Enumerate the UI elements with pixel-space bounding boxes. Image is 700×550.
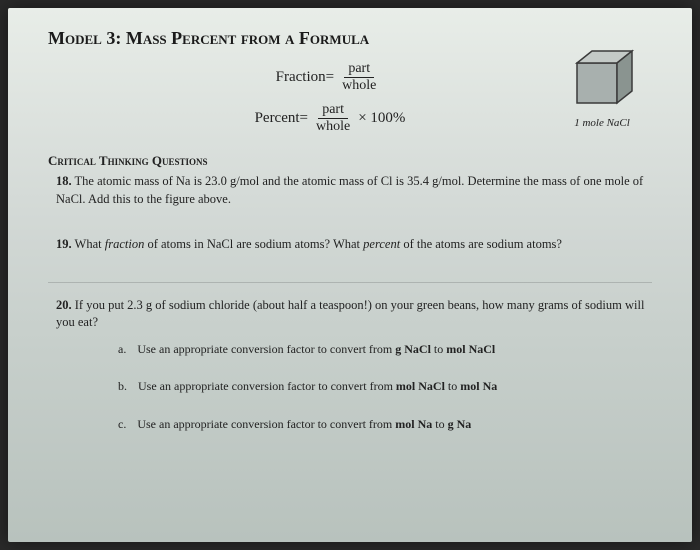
fraction-formula: Fraction= part whole [276,61,385,94]
worksheet-page: Model 3: Mass Percent from a Formula Fra… [8,8,692,542]
q19-post: of the atoms are sodium atoms? [400,237,562,251]
percent-label: Percent= [255,110,308,127]
q19-number: 19. [56,237,72,251]
q20b-mid: to [445,379,460,393]
q20a-b2: mol NaCl [446,342,495,356]
fraction-num: part [344,61,374,78]
cube-label: 1 mole NaCl [574,117,630,129]
q19-percent-word: percent [363,237,400,251]
percent-fraction: part whole [312,102,354,135]
question-18: 18. The atomic mass of Na is 23.0 g/mol … [48,173,652,208]
q20c-letter: c. [118,417,126,431]
percent-suffix: × 100% [358,110,405,127]
q20a-b1: g NaCl [395,342,431,356]
q19-fraction-word: fraction [105,237,145,251]
q20b-b1: mol NaCl [396,379,445,393]
q20b-letter: b. [118,379,127,393]
percent-den: whole [312,119,354,135]
q20-part-b: b. Use an appropriate conversion factor … [48,379,652,395]
q20c-mid: to [432,417,447,431]
percent-formula: Percent= part whole × 100% [255,102,406,135]
fraction-label: Fraction= [276,69,334,86]
critical-thinking-heading: Critical Thinking Questions [48,153,652,169]
q20c-b1: mol Na [395,417,432,431]
q20-part-c: c. Use an appropriate conversion factor … [48,417,652,433]
q19-pre: What [75,237,105,251]
q20c-b2: g Na [448,417,472,431]
q20b-pre: Use an appropriate conversion factor to … [138,379,396,393]
q20-text: If you put 2.3 g of sodium chloride (abo… [56,298,644,330]
q18-text: The atomic mass of Na is 23.0 g/mol and … [56,174,643,206]
q20b-b2: mol Na [460,379,497,393]
section-divider [48,282,652,283]
q18-number: 18. [56,174,72,188]
q19-mid: of atoms in NaCl are sodium atoms? What [144,237,363,251]
q20c-pre: Use an appropriate conversion factor to … [137,417,395,431]
fraction-expr: part whole [338,61,380,94]
q20a-letter: a. [118,342,126,356]
percent-num: part [318,102,348,119]
question-20: 20. If you put 2.3 g of sodium chloride … [48,297,652,332]
fraction-den: whole [338,78,380,94]
q20-part-a: a. Use an appropriate conversion factor … [48,342,652,358]
cube-icon [562,43,642,113]
q20a-pre: Use an appropriate conversion factor to … [137,342,395,356]
cube-figure: 1 mole NaCl [562,43,642,129]
q20-number: 20. [56,298,72,312]
question-19: 19. What fraction of atoms in NaCl are s… [48,236,652,254]
q20a-mid: to [431,342,446,356]
formula-block: Fraction= part whole Percent= part whole… [8,61,652,135]
